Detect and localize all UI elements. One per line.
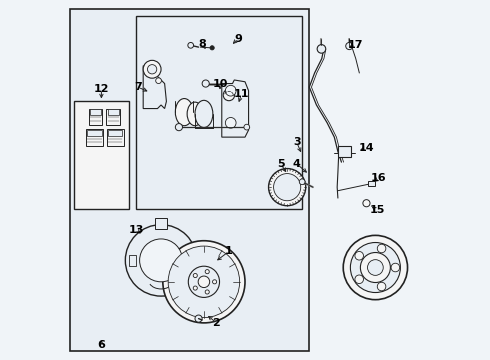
Bar [107, 129, 124, 146]
Circle shape [168, 246, 240, 318]
Circle shape [391, 263, 400, 272]
Text: 3: 3 [293, 138, 300, 148]
Text: 11: 11 [234, 89, 249, 99]
Circle shape [343, 235, 408, 300]
Circle shape [213, 280, 217, 284]
Text: 8: 8 [198, 39, 206, 49]
Ellipse shape [187, 102, 203, 126]
Ellipse shape [175, 99, 193, 126]
Bar [155, 218, 168, 229]
Circle shape [225, 117, 236, 128]
Text: 6: 6 [98, 340, 105, 350]
Circle shape [299, 179, 305, 185]
Ellipse shape [195, 100, 213, 127]
Circle shape [193, 274, 197, 278]
Circle shape [163, 241, 245, 323]
Circle shape [175, 123, 182, 131]
Bar [108, 109, 119, 114]
Circle shape [188, 42, 194, 48]
Bar [89, 109, 102, 125]
Text: 12: 12 [94, 84, 109, 94]
Circle shape [368, 260, 383, 275]
Circle shape [205, 270, 209, 274]
Text: 14: 14 [359, 143, 374, 153]
Circle shape [195, 315, 202, 322]
Bar [338, 146, 351, 157]
Bar [193, 255, 200, 266]
Circle shape [143, 60, 161, 78]
Circle shape [205, 290, 209, 294]
Bar [129, 255, 136, 266]
Text: 16: 16 [371, 173, 387, 183]
Bar [90, 109, 100, 114]
Circle shape [202, 80, 209, 87]
Bar [136, 16, 302, 208]
Circle shape [125, 225, 197, 296]
Text: 13: 13 [128, 225, 144, 235]
Circle shape [198, 276, 210, 288]
Circle shape [269, 168, 306, 206]
Text: 17: 17 [347, 40, 363, 50]
Text: 10: 10 [212, 78, 228, 89]
Text: 2: 2 [213, 318, 220, 328]
Text: 4: 4 [293, 159, 301, 169]
Circle shape [346, 42, 353, 50]
Text: 1: 1 [225, 247, 233, 256]
Circle shape [223, 89, 235, 101]
Bar [88, 130, 102, 136]
Circle shape [355, 252, 364, 260]
Text: 7: 7 [134, 82, 142, 92]
Circle shape [350, 243, 400, 293]
Circle shape [147, 64, 157, 74]
Circle shape [317, 45, 326, 53]
Circle shape [360, 252, 391, 283]
Circle shape [377, 282, 386, 291]
Text: 9: 9 [234, 34, 242, 44]
Circle shape [377, 244, 386, 253]
Circle shape [355, 275, 364, 284]
Circle shape [156, 78, 161, 84]
Polygon shape [222, 80, 248, 137]
Text: 15: 15 [369, 205, 385, 215]
Circle shape [193, 286, 197, 290]
Circle shape [210, 46, 214, 50]
Circle shape [140, 239, 182, 282]
Bar [74, 102, 129, 208]
Circle shape [363, 200, 370, 207]
Text: 5: 5 [277, 159, 285, 169]
Bar [106, 109, 120, 125]
Bar [108, 130, 122, 136]
Bar [368, 181, 375, 186]
Circle shape [273, 174, 301, 201]
Bar [86, 129, 103, 146]
Circle shape [244, 124, 249, 130]
Polygon shape [143, 66, 167, 109]
Circle shape [225, 85, 236, 96]
Circle shape [188, 266, 220, 297]
Bar [70, 9, 309, 351]
